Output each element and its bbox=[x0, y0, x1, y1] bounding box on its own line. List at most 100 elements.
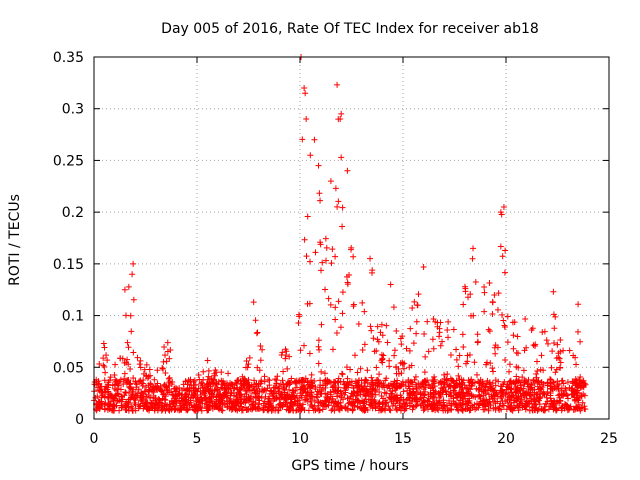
data-point bbox=[440, 384, 447, 391]
data-point bbox=[166, 382, 173, 389]
data-point bbox=[406, 347, 413, 354]
data-point bbox=[520, 385, 527, 392]
data-point bbox=[420, 263, 427, 270]
data-point bbox=[311, 397, 318, 404]
data-point bbox=[485, 326, 492, 333]
data-point bbox=[322, 286, 329, 293]
data-point bbox=[386, 357, 393, 364]
data-point bbox=[133, 381, 140, 388]
data-point bbox=[500, 317, 507, 324]
data-point bbox=[506, 368, 513, 375]
data-point bbox=[472, 278, 479, 285]
data-point bbox=[192, 381, 199, 388]
data-point bbox=[577, 338, 584, 345]
data-point bbox=[502, 247, 509, 254]
data-point bbox=[333, 329, 340, 336]
data-point bbox=[169, 391, 176, 398]
data-point bbox=[120, 381, 127, 388]
data-point bbox=[371, 348, 378, 355]
data-point bbox=[317, 267, 324, 274]
data-point bbox=[573, 361, 580, 368]
data-point bbox=[386, 406, 393, 413]
data-point bbox=[523, 344, 530, 351]
data-point bbox=[558, 377, 565, 384]
data-point bbox=[435, 380, 442, 387]
data-point bbox=[206, 381, 213, 388]
data-point bbox=[282, 401, 289, 408]
data-point bbox=[205, 367, 212, 374]
data-point bbox=[517, 382, 524, 389]
data-point bbox=[467, 386, 474, 393]
data-point bbox=[286, 353, 293, 360]
data-point bbox=[506, 361, 513, 368]
data-point bbox=[535, 406, 542, 413]
data-point bbox=[531, 396, 538, 403]
data-point bbox=[121, 359, 128, 366]
data-point bbox=[479, 400, 486, 407]
data-point bbox=[512, 389, 519, 396]
data-point bbox=[514, 333, 521, 340]
data-point bbox=[515, 407, 522, 414]
data-point bbox=[215, 397, 222, 404]
data-point bbox=[501, 378, 508, 385]
data-point bbox=[233, 392, 240, 399]
data-point bbox=[392, 387, 399, 394]
data-point bbox=[153, 384, 160, 391]
data-point bbox=[547, 403, 554, 410]
data-point bbox=[273, 404, 280, 411]
data-point bbox=[199, 382, 206, 389]
data-point bbox=[458, 386, 465, 393]
data-point bbox=[329, 246, 336, 253]
data-point bbox=[344, 279, 351, 286]
data-point bbox=[318, 368, 325, 375]
x-tick-label: 20 bbox=[497, 431, 515, 447]
data-point bbox=[237, 400, 244, 407]
data-point bbox=[554, 398, 561, 405]
data-point bbox=[357, 386, 364, 393]
data-point bbox=[261, 373, 268, 380]
data-point bbox=[101, 377, 108, 384]
data-point bbox=[164, 385, 171, 392]
data-point bbox=[152, 396, 159, 403]
data-point bbox=[379, 332, 386, 339]
data-point bbox=[319, 259, 326, 266]
data-point bbox=[481, 308, 488, 315]
data-point bbox=[125, 361, 132, 368]
data-point bbox=[368, 374, 375, 381]
data-point bbox=[448, 378, 455, 385]
data-point bbox=[469, 380, 476, 387]
data-point bbox=[160, 365, 167, 372]
data-point bbox=[125, 407, 132, 414]
data-point bbox=[580, 391, 587, 398]
data-point bbox=[421, 369, 428, 376]
data-point bbox=[487, 360, 494, 367]
data-point bbox=[100, 355, 107, 362]
data-point bbox=[334, 203, 341, 210]
x-tick-label: 10 bbox=[291, 431, 309, 447]
data-point bbox=[243, 358, 250, 365]
data-point bbox=[387, 380, 394, 387]
data-point bbox=[114, 386, 121, 393]
data-point bbox=[315, 360, 322, 367]
data-point bbox=[329, 383, 336, 390]
data-point bbox=[344, 167, 351, 174]
data-point bbox=[180, 402, 187, 409]
data-point bbox=[486, 279, 493, 286]
data-point bbox=[141, 366, 148, 373]
data-point bbox=[167, 346, 174, 353]
data-point bbox=[342, 387, 349, 394]
data-point bbox=[339, 289, 346, 296]
data-point bbox=[369, 391, 376, 398]
data-point bbox=[363, 377, 370, 384]
data-point bbox=[165, 375, 172, 382]
data-point bbox=[125, 344, 132, 351]
data-point bbox=[393, 380, 400, 387]
data-point bbox=[130, 260, 137, 267]
data-point bbox=[265, 395, 272, 402]
data-point bbox=[193, 406, 200, 413]
data-point bbox=[187, 397, 194, 404]
axis-ticks: 0 5 10 15 20 25 0 0.05 0.1 0.15 0.2 0.25 0.3 0.35 bbox=[53, 50, 618, 447]
data-point bbox=[452, 390, 459, 397]
data-point bbox=[386, 363, 393, 370]
data-point bbox=[391, 347, 398, 354]
